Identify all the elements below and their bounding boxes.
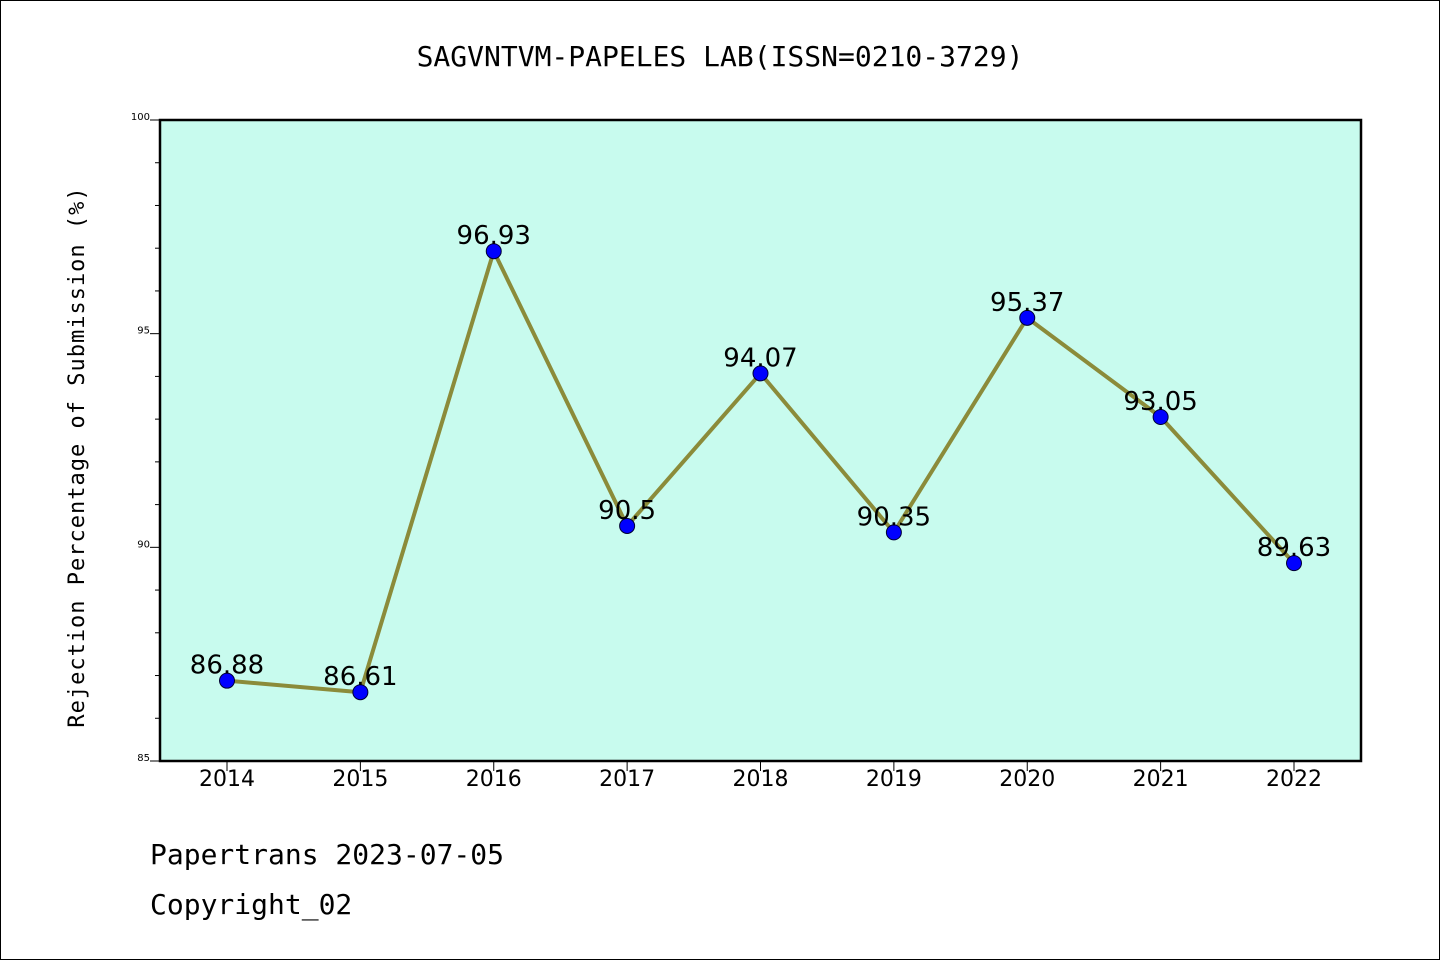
data-label: 90.5 (598, 496, 656, 526)
data-label: 96.93 (457, 221, 531, 251)
y-axis-label: Rejection Percentage of Submission (%) (65, 186, 90, 727)
data-point (219, 672, 235, 689)
data-point (1019, 309, 1036, 326)
plot-area (158, 118, 1363, 763)
data-point (1152, 408, 1169, 425)
data-label: 89.63 (1257, 533, 1331, 563)
data-point (619, 517, 636, 534)
data-label: 93.05 (1123, 387, 1197, 417)
series-group (219, 243, 1302, 701)
data-point (485, 243, 502, 260)
y-tick-label: 100 (131, 112, 150, 123)
footer-copyright: Copyright_02 (150, 888, 352, 922)
data-label: 86.88 (190, 651, 264, 681)
y-axis-ticks: 85 90 95 100 (131, 112, 160, 764)
x-axis-ticks: 2014 2015 2016 2017 2018 2019 2020 2021 2022 (199, 761, 1322, 792)
x-tick-label: 2020 (999, 767, 1055, 792)
data-label: 94.07 (723, 343, 797, 373)
y-tick-label: 90 (137, 539, 150, 550)
x-tick-label: 2021 (1133, 767, 1189, 792)
data-point (352, 684, 369, 701)
y-tick-label: 85 (137, 753, 150, 764)
data-label: 95.37 (990, 288, 1064, 318)
x-tick-label: 2022 (1266, 767, 1322, 792)
chart-title: SAGVNTVM-PAPELES LAB(ISSN=0210-3729) (417, 40, 1024, 73)
y-tick-label: 95 (137, 326, 150, 337)
x-tick-label: 2014 (199, 767, 255, 792)
data-label: 90.35 (857, 502, 931, 532)
data-point (885, 524, 902, 541)
x-tick-label: 2019 (866, 767, 922, 792)
footer-date: Papertrans 2023-07-05 (150, 838, 504, 871)
x-tick-label: 2015 (332, 767, 388, 792)
data-point (1286, 555, 1302, 572)
x-tick-label: 2016 (466, 767, 522, 792)
x-tick-label: 2017 (599, 767, 655, 792)
data-point (752, 365, 769, 382)
x-tick-label: 2018 (733, 767, 789, 792)
data-label: 86.61 (323, 662, 397, 692)
data-labels: 86.88 86.61 96.93 90.5 94.07 90.35 95.37 93.05 8… (190, 221, 1331, 692)
